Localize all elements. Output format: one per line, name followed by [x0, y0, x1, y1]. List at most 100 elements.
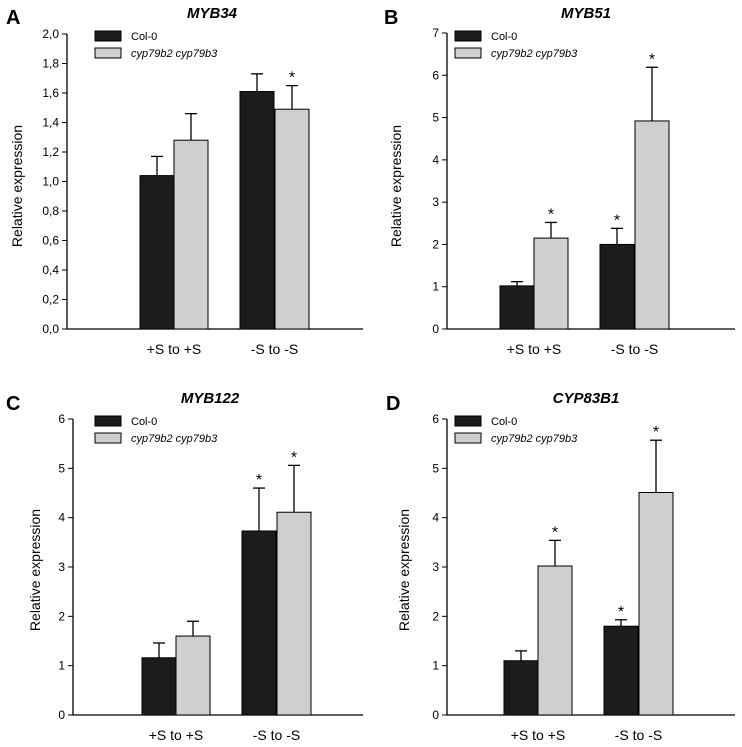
legend-swatch-col0: [94, 30, 122, 42]
y-tick-label: 0: [432, 708, 439, 722]
bar-mutant: [634, 120, 670, 330]
chart-title: CYP83B1: [553, 390, 620, 407]
significance-marker: *: [614, 212, 620, 229]
y-axis-label: Relative expression: [388, 125, 404, 247]
legend: Col-0 cyp79b2 cyp79b3: [94, 30, 218, 60]
legend-label-mutant: cyp79b2 cyp79b3: [491, 433, 578, 445]
significance-marker: *: [291, 449, 297, 466]
chart-title: MYB122: [181, 390, 240, 407]
y-tick-label: 0,4: [42, 263, 59, 277]
y-tick-label: 1,2: [42, 145, 59, 159]
y-tick-label: 2: [58, 609, 65, 623]
y-tick-label: 3: [432, 560, 439, 574]
bar-mutant: [274, 108, 310, 330]
bar-mutant: [276, 511, 312, 716]
bar-col0: [239, 91, 275, 330]
bar-col0: [241, 530, 277, 716]
legend-label-mutant: cyp79b2 cyp79b3: [491, 48, 578, 60]
y-tick-label: 3: [58, 560, 65, 574]
x-category-label: -S to -S: [615, 727, 662, 743]
bar-col0: [603, 625, 639, 716]
y-tick-label: 0: [432, 322, 439, 336]
y-tick-label: 3: [432, 195, 439, 209]
significance-marker: *: [618, 604, 624, 621]
x-category-label: +S to +S: [507, 341, 561, 357]
x-category-label: +S to +S: [147, 341, 201, 357]
x-category-label: -S to -S: [253, 727, 300, 743]
legend-swatch-mutant: [454, 47, 482, 59]
y-tick-label: 0,0: [42, 322, 59, 336]
significance-marker: *: [548, 206, 554, 223]
significance-marker: *: [552, 524, 558, 541]
panel-letter: C: [6, 393, 20, 415]
chart-title: MYB51: [561, 5, 611, 22]
legend-label-col0: Col-0: [491, 31, 517, 43]
y-tick-label: 4: [432, 511, 439, 525]
legend-swatch-col0: [454, 415, 482, 427]
bar-col0: [139, 175, 175, 330]
bar-mutant: [533, 237, 569, 330]
y-tick-label: 0,2: [42, 293, 59, 307]
y-tick-label: 1,6: [42, 86, 59, 100]
y-tick-label: 2,0: [42, 27, 59, 41]
bar-mutant: [638, 492, 674, 716]
legend-swatch-col0: [94, 415, 122, 427]
legend-label-col0: Col-0: [131, 416, 157, 428]
y-tick-label: 6: [432, 68, 439, 82]
panel-A: A MYB34 0,0 0,2 0,4 0,6 0,8 1,0 1,2 1,4 1,6 1,8 2,0 R…: [6, 5, 363, 357]
significance-marker: *: [289, 70, 295, 87]
legend-label-mutant: cyp79b2 cyp79b3: [131, 433, 218, 445]
panel-B: B MYB51 0 1 2 3 4 5 6 7 Relative expression * +S to …: [384, 5, 735, 357]
legend-swatch-mutant: [454, 432, 482, 444]
x-category-label: -S to -S: [611, 341, 658, 357]
legend: Col-0 cyp79b2 cyp79b3: [454, 415, 578, 445]
significance-marker: *: [649, 51, 655, 68]
y-tick-label: 1,8: [42, 57, 59, 71]
legend-label-col0: Col-0: [491, 416, 517, 428]
y-axis-label: Relative expression: [396, 509, 412, 631]
x-category-label: -S to -S: [251, 341, 298, 357]
y-tick-label: 0,6: [42, 234, 59, 248]
bar-col0: [141, 657, 177, 716]
chart-title: MYB34: [187, 5, 238, 22]
y-tick-label: 6: [432, 412, 439, 426]
y-tick-label: 7: [432, 26, 439, 40]
y-tick-label: 1: [432, 280, 439, 294]
y-tick-label: 2: [432, 609, 439, 623]
legend-label-col0: Col-0: [131, 31, 157, 43]
y-tick-label: 5: [58, 461, 65, 475]
panel-letter: D: [386, 393, 400, 415]
bar-col0: [599, 243, 635, 330]
y-tick-label: 1,4: [42, 116, 59, 130]
legend-swatch-mutant: [94, 47, 122, 59]
y-axis-label: Relative expression: [9, 125, 25, 247]
x-category-label: +S to +S: [149, 727, 203, 743]
y-tick-label: 2: [432, 237, 439, 251]
y-tick-label: 0,8: [42, 204, 59, 218]
y-tick-label: 1: [432, 659, 439, 673]
legend-swatch-mutant: [94, 432, 122, 444]
x-category-label: +S to +S: [511, 727, 565, 743]
bar-mutant: [537, 565, 573, 716]
y-axis-label: Relative expression: [27, 509, 43, 631]
bar-mutant: [173, 139, 209, 330]
legend-label-mutant: cyp79b2 cyp79b3: [131, 48, 218, 60]
bar-col0: [503, 660, 539, 716]
y-tick-label: 5: [432, 111, 439, 125]
bar-mutant: [175, 635, 211, 716]
significance-marker: *: [256, 472, 262, 489]
panel-letter: A: [6, 7, 20, 29]
y-tick-label: 1: [58, 659, 65, 673]
panel-C: C MYB122 0 1 2 3 4 5 6 Relative expression +S to +…: [6, 390, 363, 743]
y-tick-label: 4: [432, 153, 439, 167]
panel-letter: B: [384, 7, 398, 29]
y-tick-label: 1,0: [42, 175, 59, 189]
significance-marker: *: [653, 424, 659, 441]
y-tick-label: 6: [58, 412, 65, 426]
y-tick-label: 5: [432, 461, 439, 475]
panel-D: D CYP83B1 0 1 2 3 4 5 6 Relative expression * +S to…: [386, 390, 735, 743]
legend: Col-0 cyp79b2 cyp79b3: [454, 30, 578, 60]
bar-col0: [499, 285, 535, 330]
y-tick-label: 0: [58, 708, 65, 722]
